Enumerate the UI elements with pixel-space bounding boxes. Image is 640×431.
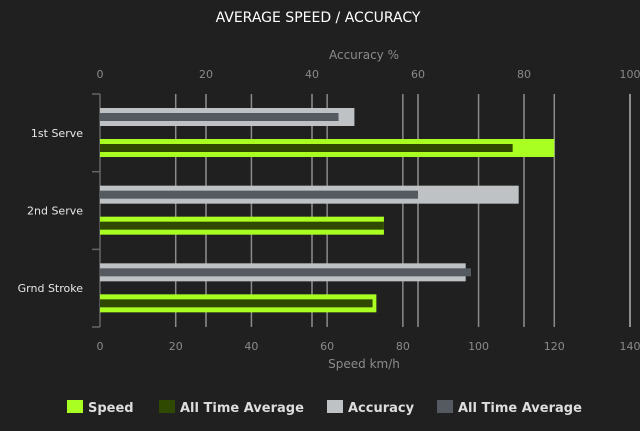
speed-tick-label: 60: [320, 340, 334, 353]
accuracy-tick-label: 20: [199, 68, 213, 81]
speed-average-bar: [100, 144, 513, 152]
accuracy-tick-label: 60: [411, 68, 425, 81]
category-label: 2nd Serve: [27, 205, 83, 218]
accuracy-tick-label: 0: [97, 68, 104, 81]
legend-swatch: [67, 400, 83, 413]
accuracy-average-bar: [100, 268, 471, 276]
speed-tick-label: 120: [544, 340, 565, 353]
category-label: Grnd Stroke: [18, 282, 84, 295]
legend-label: Accuracy: [348, 401, 415, 416]
speed-tick-label: 0: [97, 340, 104, 353]
accuracy-tick-label: 40: [305, 68, 319, 81]
category-label: 1st Serve: [31, 127, 83, 140]
speed-axis-label: Speed km/h: [328, 357, 400, 371]
accuracy-average-bar: [100, 113, 339, 121]
speed-tick-label: 40: [244, 340, 258, 353]
accuracy-axis-label: Accuracy %: [329, 48, 399, 62]
speed-tick-label: 100: [468, 340, 489, 353]
chart-title: AVERAGE SPEED / ACCURACY: [216, 10, 421, 26]
legend-label: All Time Average: [458, 401, 582, 416]
speed-tick-label: 20: [169, 340, 183, 353]
speed-tick-label: 80: [396, 340, 410, 353]
accuracy-tick-label: 80: [517, 68, 531, 81]
accuracy-average-bar: [100, 191, 418, 199]
legend-swatch: [159, 400, 175, 413]
legend-label: All Time Average: [180, 401, 304, 416]
legend-label: Speed: [88, 401, 134, 416]
accuracy-tick-label: 100: [620, 68, 640, 81]
speed-average-bar: [100, 299, 373, 307]
speed-average-bar: [100, 222, 384, 230]
legend-swatch: [437, 400, 453, 413]
speed-tick-label: 140: [620, 340, 640, 353]
legend-swatch: [327, 400, 343, 413]
